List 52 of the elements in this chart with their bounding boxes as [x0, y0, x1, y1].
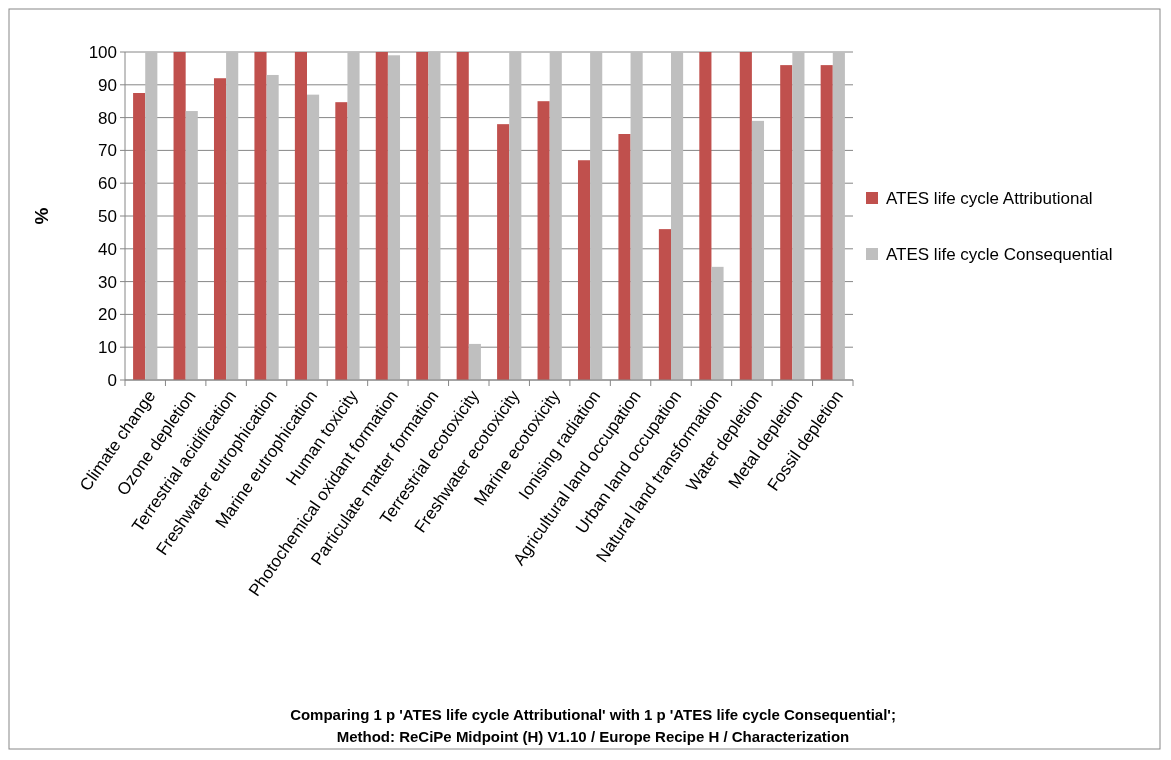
bar [509, 52, 522, 380]
y-axis-title: % [31, 207, 52, 225]
text: Comparing 1 p 'ATES life cycle Attributional' with 1 p 'ATES life cycle Consequential'; [290, 706, 896, 723]
y-tick-label: 90 [98, 75, 117, 95]
bar [549, 52, 562, 380]
legend-label: ATES life cycle Consequential [886, 244, 1113, 264]
y-tick-label: 30 [98, 272, 117, 292]
bar [185, 111, 198, 380]
bar [387, 55, 401, 380]
bar [213, 78, 227, 380]
bar [335, 102, 348, 380]
y-tick-label: 40 [98, 239, 117, 259]
bar [630, 52, 643, 380]
bar [173, 52, 186, 380]
y-tick-label: 60 [98, 174, 117, 194]
bar [711, 266, 724, 380]
bar [577, 160, 591, 380]
bar [537, 101, 550, 380]
bar [780, 65, 793, 380]
bar [618, 134, 631, 380]
bar [226, 52, 239, 380]
y-tick-label: 10 [98, 338, 117, 358]
text: Method: ReCiPe Midpoint (H) V1.10 / Europe Recipe H / Characterization [336, 728, 850, 745]
bar [497, 124, 510, 380]
bar [792, 52, 805, 380]
bar [468, 343, 481, 380]
bar [820, 65, 833, 380]
bar [751, 120, 765, 380]
bar [294, 52, 307, 380]
bar [428, 52, 441, 380]
bar [266, 74, 279, 380]
bar [254, 52, 267, 380]
y-tick-label: 100 [88, 42, 117, 62]
y-tick-label: 70 [98, 141, 117, 161]
bar [590, 52, 603, 380]
y-tick-label: 20 [98, 305, 117, 325]
bar [671, 52, 684, 380]
bar [375, 52, 388, 380]
bar [739, 52, 752, 380]
y-tick-label: 0 [107, 370, 117, 390]
bar [699, 52, 712, 380]
bar [145, 52, 158, 380]
legend-label: ATES life cycle Attributional [886, 188, 1093, 208]
y-tick-label: 50 [98, 206, 117, 226]
bar [658, 229, 671, 380]
y-tick-label: 80 [98, 108, 117, 128]
bar [832, 52, 845, 380]
bar [456, 52, 469, 380]
bar [416, 52, 429, 380]
bar [307, 94, 320, 380]
bar [133, 93, 146, 380]
bar [347, 52, 360, 380]
